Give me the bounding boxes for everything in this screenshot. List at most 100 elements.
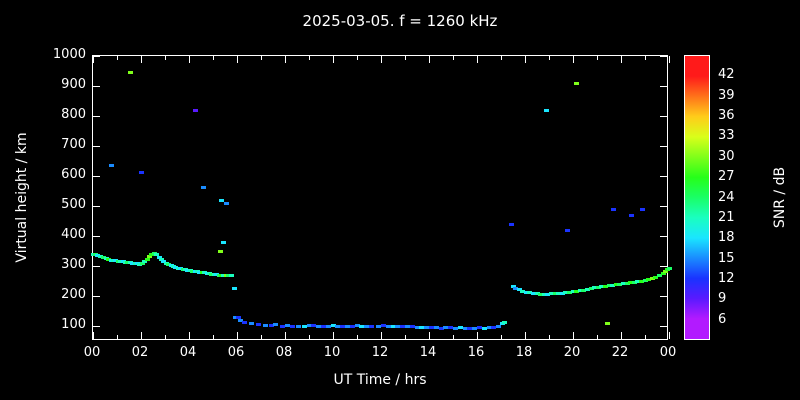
x-tick (140, 56, 142, 63)
data-point (284, 323, 290, 327)
plot-area (90, 55, 672, 340)
data-point (400, 324, 406, 328)
y-tick-label: 900 (61, 77, 86, 92)
data-point (433, 326, 439, 330)
data-point (599, 285, 605, 289)
data-point (552, 292, 558, 296)
colorbar (684, 55, 710, 340)
data-point (395, 325, 401, 329)
data-point (138, 170, 144, 174)
colorbar-tick-label: 12 (718, 270, 735, 286)
data-point (320, 324, 326, 328)
data-point (610, 283, 616, 287)
data-point (564, 228, 570, 232)
colorbar-tick-label: 15 (718, 250, 735, 266)
data-point (606, 284, 612, 288)
x-tick-label: 12 (371, 345, 389, 360)
data-point (462, 326, 468, 330)
data-point (624, 281, 630, 285)
colorbar-tick-label: 6 (718, 311, 727, 327)
data-point (452, 326, 458, 330)
data-point (640, 208, 646, 212)
data-point (467, 326, 473, 330)
x-tick-label: 14 (419, 345, 437, 360)
x-minor-tick (164, 335, 166, 339)
data-point (330, 324, 336, 328)
y-tick (660, 205, 667, 207)
x-tick (524, 332, 526, 339)
y-tick (93, 85, 100, 87)
x-tick (476, 332, 478, 339)
data-point (574, 81, 580, 85)
data-point (530, 291, 536, 295)
x-tick-label: 06 (227, 345, 245, 360)
data-point (584, 287, 590, 291)
data-point (127, 71, 133, 74)
x-minor-tick (116, 56, 118, 60)
colorbar-tick-label: 27 (718, 169, 735, 185)
data-point (448, 326, 454, 330)
x-tick (572, 332, 574, 339)
colorbar-tick-label: 18 (718, 230, 735, 246)
y-tick (660, 85, 667, 87)
x-tick (620, 332, 622, 339)
x-tick (620, 56, 622, 63)
x-minor-tick (404, 56, 406, 60)
data-point (660, 271, 666, 275)
data-point (635, 280, 641, 284)
x-tick (668, 56, 670, 63)
x-tick (380, 332, 382, 339)
data-point (510, 284, 516, 288)
y-tick (93, 55, 100, 57)
data-point (476, 326, 482, 330)
data-point (438, 326, 444, 330)
data-point (611, 208, 617, 212)
data-point (316, 324, 322, 328)
data-point (595, 285, 601, 289)
data-point (301, 324, 307, 328)
data-point (605, 321, 611, 325)
x-minor-tick (644, 56, 646, 60)
x-minor-tick (116, 335, 118, 339)
data-point (541, 293, 547, 296)
data-point (241, 320, 247, 324)
data-point (649, 277, 655, 281)
data-point (142, 260, 148, 264)
data-point (512, 286, 518, 290)
x-minor-tick (212, 56, 214, 60)
data-point (613, 283, 619, 287)
data-point (502, 320, 508, 324)
x-minor-tick (260, 56, 262, 60)
data-point (368, 325, 374, 329)
data-point (108, 164, 114, 167)
data-point (269, 324, 275, 328)
data-point (642, 279, 648, 283)
x-minor-tick (500, 335, 502, 339)
y-tick-label: 1000 (52, 47, 86, 62)
data-point (570, 290, 576, 293)
x-tick (92, 332, 94, 339)
x-tick (236, 56, 238, 63)
data-point (617, 282, 623, 286)
y-tick-label: 700 (61, 137, 86, 152)
data-point (662, 269, 668, 273)
x-tick-label: 16 (467, 345, 485, 360)
data-point (556, 291, 562, 295)
x-tick-label: 04 (179, 345, 197, 360)
data-point (424, 325, 430, 329)
data-point (481, 326, 487, 330)
y-tick (93, 325, 100, 327)
data-point (574, 289, 580, 293)
data-point (534, 292, 540, 296)
x-minor-tick (404, 335, 406, 339)
data-point (154, 253, 160, 257)
colorbar-tick-label: 9 (718, 291, 727, 307)
y-tick (93, 295, 100, 297)
data-point (385, 324, 391, 328)
data-point (228, 274, 234, 278)
y-tick (660, 235, 667, 237)
data-point (577, 289, 583, 293)
data-point (376, 324, 382, 328)
data-point (158, 257, 164, 261)
x-tick (380, 56, 382, 63)
